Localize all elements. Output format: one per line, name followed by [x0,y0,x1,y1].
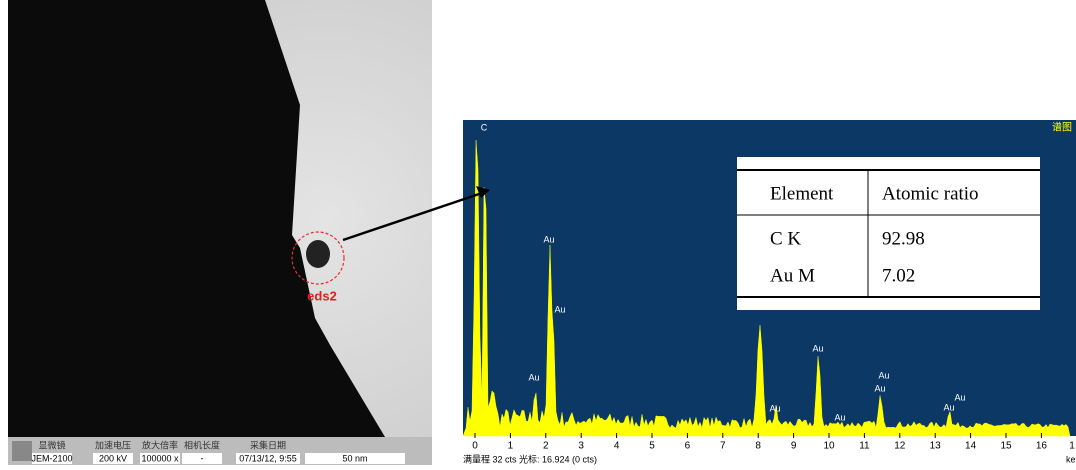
x-tick-label: 6 [685,441,691,452]
x-tick-label: 1 [508,441,514,452]
tem-nanoparticle [306,240,330,268]
info-value: - [201,453,204,463]
info-icon [12,441,32,461]
info-value: 07/13/12, 9:55 [239,453,297,463]
peak-label: Au [943,402,954,412]
x-tick-label: 2 [543,441,549,452]
table-cell: C K [770,228,801,249]
x-tick-label: 13 [930,441,942,452]
table-cell: Au M [770,265,815,286]
peak-label: Au [878,370,889,380]
info-header: 采集日期 [250,439,286,450]
panel-label: 谱图 [1052,121,1072,134]
page: eds2 显微镜 JEM-2100 加速电压 200 kV 放大倍率 100000 x 相机… [0,0,1076,470]
x-tick-label: 15 [1000,441,1012,452]
x-tick-label: 7 [720,441,726,452]
table-cell: 7.02 [882,265,915,286]
x-tick-label: 10 [823,441,835,452]
x-tick-label: 11 [859,441,870,452]
figure: eds2 显微镜 JEM-2100 加速电压 200 kV 放大倍率 100000 x 相机… [0,0,1076,465]
info-value: JEM-2100 [31,453,72,463]
x-tick-label: 5 [649,441,655,452]
info-value: 100000 x [141,453,179,463]
info-header: 相机长度 [184,439,220,450]
info-header: 加速电压 [95,439,131,450]
table-header: Atomic ratio [882,183,979,204]
peak-label: C [481,122,488,132]
x-tick-label: 14 [965,441,977,452]
scale-bar: 50 nm [342,453,367,463]
info-header: 放大倍率 [142,439,178,450]
x-tick-label: 8 [755,441,761,452]
x-unit: ke [1066,454,1076,464]
info-value: 200 kV [99,453,127,463]
x-tick-label: 9 [791,441,797,452]
peak-label: Au [834,412,845,422]
x-tick-label: 3 [578,441,584,452]
peak-label: Au [543,234,554,244]
spectrum-footer: 满量程 32 cts 光标: 16.924 (0 cts) [463,453,597,464]
info-header: 显微镜 [38,439,65,450]
x-tick-label: 1 [1069,441,1075,452]
peak-label: Au [874,383,885,393]
peak-label: Au [954,392,965,402]
x-tick-label: 0 [472,441,478,452]
table-header: Element [770,183,834,204]
x-tick-label: 16 [1036,441,1048,452]
peak-label: Au [554,304,565,314]
peak-label: Au [769,403,780,413]
table-cell: 92.98 [882,228,925,249]
eds-label: eds2 [307,288,337,303]
peak-label: Au [528,372,539,382]
x-tick-label: 12 [894,441,906,452]
x-tick-label: 4 [614,441,620,452]
peak-label: Au [812,343,823,353]
